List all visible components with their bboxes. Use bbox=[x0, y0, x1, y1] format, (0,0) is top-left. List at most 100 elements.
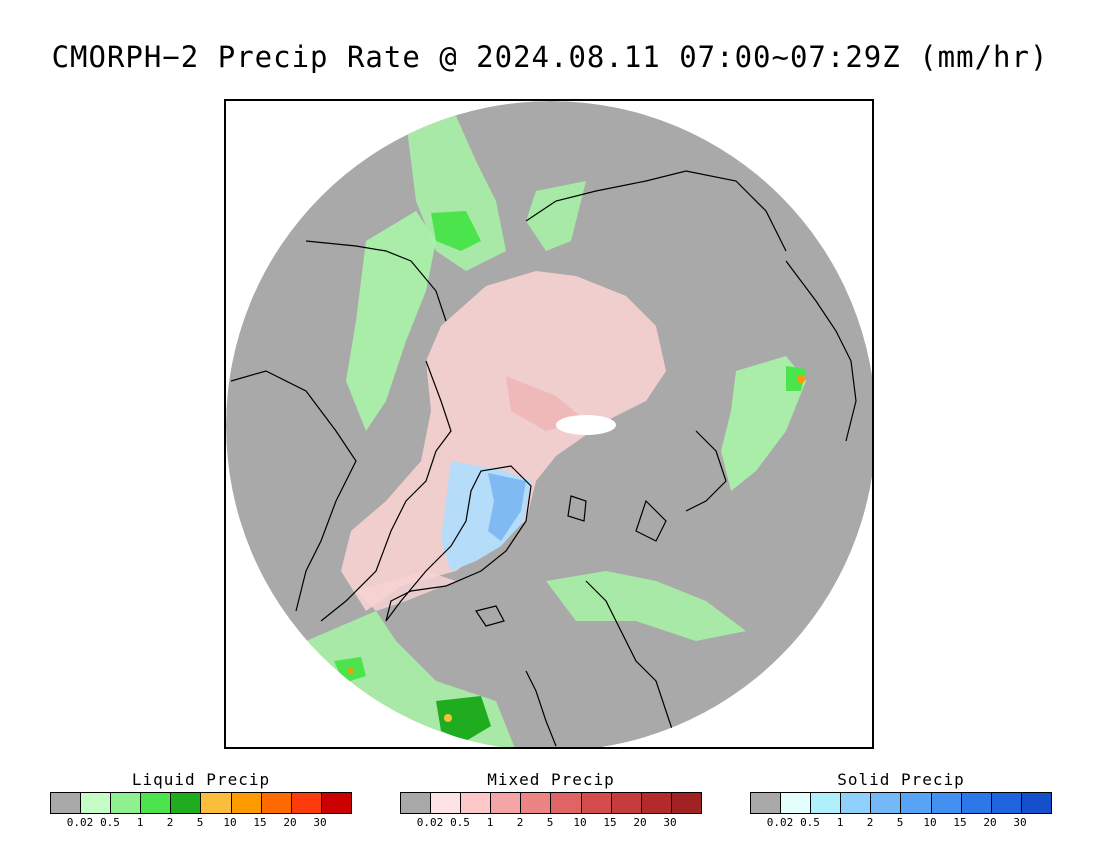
legend-swatch bbox=[611, 793, 642, 813]
no-data-patch bbox=[556, 415, 616, 435]
legend-swatch bbox=[1021, 793, 1051, 813]
legend-tick-label: 5 bbox=[546, 816, 554, 829]
legend-swatch bbox=[111, 793, 142, 813]
legend-tick-label: 2 bbox=[516, 816, 524, 829]
legend-swatch bbox=[671, 793, 701, 813]
legend-title: Solid Precip bbox=[837, 770, 965, 789]
svalbard bbox=[567, 495, 587, 522]
legend-tick-label: 30 bbox=[663, 816, 677, 829]
liquid-precip-siberia bbox=[526, 181, 586, 251]
legend-swatch bbox=[261, 793, 292, 813]
legend-ticks: 0.02 0.5 1 2 5 10 15 20 30 bbox=[50, 814, 352, 830]
legend-tick-label: 1 bbox=[836, 816, 844, 829]
legend-colorbar bbox=[400, 792, 702, 814]
legend-swatch bbox=[51, 793, 82, 813]
liquid-precip-alaska-core bbox=[431, 211, 481, 251]
legend-tick-label: 20 bbox=[633, 816, 647, 829]
legend-swatch bbox=[81, 793, 112, 813]
iceland bbox=[475, 605, 505, 627]
legend-tick-label: 15 bbox=[953, 816, 967, 829]
liquid-precip-scandinavia bbox=[546, 571, 746, 641]
legend-tick-label: 2 bbox=[866, 816, 874, 829]
liquid-precip-canada bbox=[346, 211, 436, 431]
legend-swatch bbox=[901, 793, 932, 813]
legend-tick-label: 2 bbox=[166, 816, 174, 829]
legend-swatch bbox=[141, 793, 172, 813]
legend-tick-label: 30 bbox=[1013, 816, 1027, 829]
siberia-coast bbox=[525, 170, 787, 252]
legend-swatch bbox=[931, 793, 962, 813]
legend-tick-label: 0.02 bbox=[766, 816, 794, 829]
legend-swatch bbox=[291, 793, 322, 813]
legend-title: Mixed Precip bbox=[487, 770, 615, 789]
greenland-coast bbox=[385, 465, 532, 622]
legend-tick-label: 0.5 bbox=[100, 816, 120, 829]
legend-tick-label: 0.5 bbox=[450, 816, 470, 829]
legend-tick-label: 15 bbox=[253, 816, 267, 829]
legend-colorbar bbox=[50, 792, 352, 814]
coastlines bbox=[230, 170, 857, 747]
legend-swatch bbox=[871, 793, 902, 813]
legend-swatch bbox=[811, 793, 842, 813]
legend-swatch bbox=[461, 793, 492, 813]
legend-swatch bbox=[961, 793, 992, 813]
russia-east-coast bbox=[785, 260, 857, 442]
heavy-precip-cell-2 bbox=[348, 668, 354, 674]
legend-swatch bbox=[641, 793, 672, 813]
legend-liquid: Liquid Precip 0.02 0.5 1 2 5 10 15 20 30 bbox=[50, 770, 352, 830]
legend-tick-label: 5 bbox=[196, 816, 204, 829]
solid-precip-core bbox=[488, 473, 526, 541]
legend-solid: Solid Precip 0.02 0.5 1 2 5 10 15 20 30 bbox=[750, 770, 1052, 830]
mixed-precip-band bbox=[356, 571, 456, 611]
legend-title: Liquid Precip bbox=[131, 770, 271, 789]
heavy-precip-cell bbox=[444, 714, 452, 722]
legend-swatch bbox=[491, 793, 522, 813]
mixed-precip-streak bbox=[506, 376, 586, 431]
polar-map bbox=[224, 99, 874, 749]
hudson-coast bbox=[230, 370, 357, 612]
canada-coast bbox=[320, 360, 452, 622]
legend-tick-label: 5 bbox=[896, 816, 904, 829]
legend-tick-label: 0.02 bbox=[66, 816, 94, 829]
map-title: CMORPH−2 Precip Rate @ 2024.08.11 07:00~… bbox=[51, 40, 1049, 74]
legend-swatch bbox=[581, 793, 612, 813]
liquid-precip-atlantic-core bbox=[436, 696, 491, 741]
novaya-zemlya bbox=[635, 499, 667, 542]
legend-tick-label: 20 bbox=[283, 816, 297, 829]
liquid-precip-russia bbox=[721, 356, 806, 491]
legend-tick-label: 15 bbox=[603, 816, 617, 829]
legend-swatch bbox=[551, 793, 582, 813]
uk-coast bbox=[525, 670, 557, 747]
scandinavia-coast bbox=[585, 580, 677, 742]
legend-swatch bbox=[991, 793, 1022, 813]
mixed-precip-area bbox=[341, 271, 666, 611]
legend-tick-label: 1 bbox=[486, 816, 494, 829]
legend-tick-label: 10 bbox=[923, 816, 937, 829]
legend-swatch bbox=[841, 793, 872, 813]
legend-swatch bbox=[521, 793, 552, 813]
legend-swatch bbox=[171, 793, 202, 813]
liquid-precip-alaska bbox=[406, 116, 506, 271]
legend-mixed: Mixed Precip 0.02 0.5 1 2 5 10 15 20 30 bbox=[400, 770, 702, 830]
legend-tick-label: 0.5 bbox=[800, 816, 820, 829]
legend-swatch bbox=[781, 793, 812, 813]
legend-tick-label: 10 bbox=[573, 816, 587, 829]
legend-ticks: 0.02 0.5 1 2 5 10 15 20 30 bbox=[750, 814, 1052, 830]
liquid-precip-russia-core bbox=[786, 366, 806, 391]
legend-swatch bbox=[751, 793, 782, 813]
alaska-coast bbox=[305, 240, 447, 322]
legend-tick-label: 1 bbox=[136, 816, 144, 829]
legend-ticks: 0.02 0.5 1 2 5 10 15 20 30 bbox=[400, 814, 702, 830]
legend-swatch bbox=[321, 793, 351, 813]
heavy-precip-cell-3 bbox=[797, 375, 805, 383]
legend-colorbar bbox=[750, 792, 1052, 814]
legend-swatch bbox=[231, 793, 262, 813]
precip-map-svg bbox=[226, 101, 872, 747]
legend-tick-label: 0.02 bbox=[416, 816, 444, 829]
legend-tick-label: 10 bbox=[223, 816, 237, 829]
legend-swatch bbox=[431, 793, 462, 813]
legend-swatch bbox=[401, 793, 432, 813]
legend-tick-label: 30 bbox=[313, 816, 327, 829]
legend-swatch bbox=[201, 793, 232, 813]
russia-north-coast bbox=[685, 430, 727, 512]
